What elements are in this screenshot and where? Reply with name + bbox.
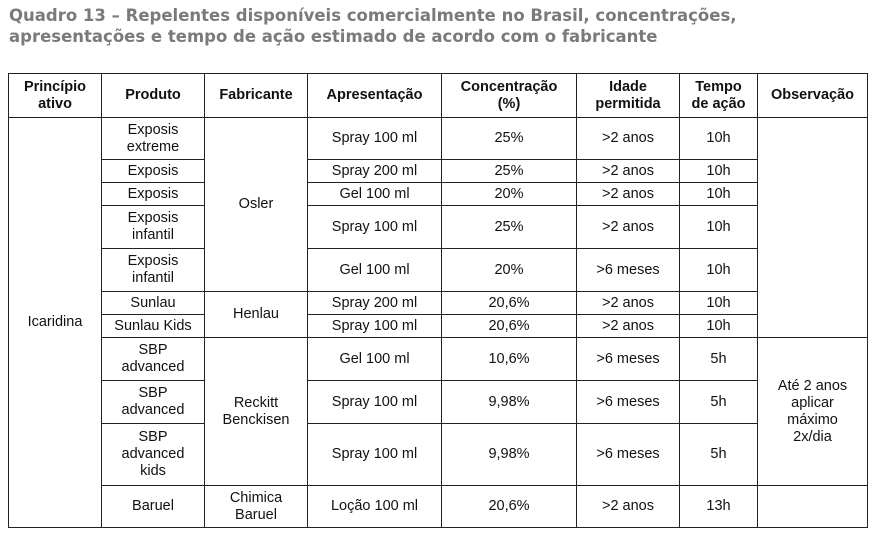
- apresentacao-cell: Spray 100 ml: [307, 423, 442, 486]
- header-idade: Idade permitida: [576, 73, 680, 118]
- concentracao-cell: 20,6%: [441, 485, 577, 528]
- repellents-table: Princípio ativo Produto Fabricante Aprese…: [8, 73, 868, 528]
- table-row: Exposis Gel 100 ml 20% >2 anos 10h: [9, 182, 868, 206]
- fabricante-cell: Osler: [204, 117, 308, 292]
- idade-cell: >6 meses: [576, 380, 680, 424]
- tempo-cell: 5h: [679, 423, 758, 486]
- header-apresentacao: Apresentação: [307, 73, 442, 118]
- header-produto: Produto: [101, 73, 205, 118]
- produto-cell: Exposis infantil: [101, 205, 205, 249]
- table-row: Icaridina Exposis extreme Osler Spray 100…: [8, 117, 868, 528]
- concentracao-cell: 9,98%: [441, 423, 577, 486]
- apresentacao-cell: Gel 100 ml: [307, 337, 442, 381]
- idade-cell: >2 anos: [576, 117, 680, 160]
- caption-line-1: Quadro 13 – Repelentes disponíveis comer…: [9, 6, 737, 25]
- table-row: Exposis Spray 200 ml 25% >2 anos 10h: [9, 159, 868, 183]
- idade-cell: >2 anos: [576, 159, 680, 183]
- produto-cell: Exposis: [101, 182, 205, 206]
- concentracao-cell: 20,6%: [441, 291, 577, 315]
- header-tempo: Tempo de ação: [679, 73, 758, 118]
- apresentacao-cell: Spray 100 ml: [307, 117, 442, 160]
- tempo-cell: 13h: [679, 485, 758, 528]
- idade-cell: >6 meses: [576, 248, 680, 292]
- table-row: Exposis infantil Gel 100 ml 20% >6 meses …: [9, 248, 868, 292]
- produto-cell: Exposis infantil: [101, 248, 205, 292]
- header-row: Princípio ativo Produto Fabricante Aprese…: [8, 73, 868, 118]
- produto-cell: Exposis extreme: [101, 117, 205, 160]
- concentracao-cell: 25%: [441, 205, 577, 249]
- table-row: SBP advanced Reckitt Benckisen Gel 100 ml …: [9, 337, 868, 486]
- table-row: SBP advanced Spray 100 ml 9,98% >6 meses …: [9, 380, 868, 424]
- table-row: SBP advanced kids Spray 100 ml 9,98% >6 me…: [9, 423, 868, 486]
- header-observacao: Observação: [757, 73, 868, 118]
- observacao-cell: Até 2 anos aplicar máximo 2x/dia: [757, 337, 868, 486]
- apresentacao-cell: Loção 100 ml: [307, 485, 442, 528]
- idade-cell: >2 anos: [576, 182, 680, 206]
- idade-cell: >2 anos: [576, 291, 680, 315]
- tempo-cell: 10h: [679, 182, 758, 206]
- observacao-cell: [757, 117, 868, 338]
- tempo-cell: 10h: [679, 205, 758, 249]
- table-row: Sunlau Kids Spray 100 ml 20,6% >2 anos 1…: [9, 314, 868, 338]
- produto-cell: SBP advanced: [101, 380, 205, 424]
- produto-cell: Sunlau Kids: [101, 314, 205, 338]
- concentracao-cell: 20%: [441, 248, 577, 292]
- table-row: Sunlau Henlau Spray 200 ml 20,6% >2 anos…: [9, 291, 868, 338]
- produto-cell: Sunlau: [101, 291, 205, 315]
- observacao-cell: [757, 485, 868, 528]
- idade-cell: >2 anos: [576, 205, 680, 249]
- produto-cell: SBP advanced: [101, 337, 205, 381]
- tempo-cell: 10h: [679, 159, 758, 183]
- tempo-cell: 10h: [679, 314, 758, 338]
- produto-cell: SBP advanced kids: [101, 423, 205, 486]
- apresentacao-cell: Spray 200 ml: [307, 159, 442, 183]
- produto-cell: Baruel: [101, 485, 205, 528]
- idade-cell: >6 meses: [576, 337, 680, 381]
- produto-cell: Exposis: [101, 159, 205, 183]
- fabricante-cell: Reckitt Benckisen: [204, 337, 308, 486]
- tempo-cell: 10h: [679, 291, 758, 315]
- apresentacao-cell: Spray 100 ml: [307, 380, 442, 424]
- table-row: Exposis infantil Spray 100 ml 25% >2 anos…: [9, 205, 868, 249]
- header-concentracao: Concentração (%): [441, 73, 577, 118]
- table-caption: Quadro 13 – Repelentes disponíveis comer…: [9, 5, 859, 47]
- concentracao-cell: 25%: [441, 117, 577, 160]
- concentracao-cell: 20%: [441, 182, 577, 206]
- concentracao-cell: 25%: [441, 159, 577, 183]
- tempo-cell: 10h: [679, 248, 758, 292]
- header-principio: Princípio ativo: [8, 73, 102, 118]
- tempo-cell: 5h: [679, 337, 758, 381]
- idade-cell: >2 anos: [576, 485, 680, 528]
- tempo-cell: 10h: [679, 117, 758, 160]
- principio-cell: Icaridina: [8, 117, 102, 528]
- concentracao-cell: 10,6%: [441, 337, 577, 381]
- table-row: Baruel Chimica Baruel Loção 100 ml 20,6% …: [9, 485, 868, 528]
- concentracao-cell: 20,6%: [441, 314, 577, 338]
- fabricante-cell: Henlau: [204, 291, 308, 338]
- idade-cell: >6 meses: [576, 423, 680, 486]
- apresentacao-cell: Spray 100 ml: [307, 314, 442, 338]
- apresentacao-cell: Gel 100 ml: [307, 248, 442, 292]
- apresentacao-cell: Gel 100 ml: [307, 182, 442, 206]
- caption-line-2: apresentações e tempo de ação estimado d…: [9, 27, 658, 46]
- concentracao-cell: 9,98%: [441, 380, 577, 424]
- apresentacao-cell: Spray 200 ml: [307, 291, 442, 315]
- fabricante-cell: Chimica Baruel: [204, 485, 308, 528]
- tempo-cell: 5h: [679, 380, 758, 424]
- apresentacao-cell: Spray 100 ml: [307, 205, 442, 249]
- idade-cell: >2 anos: [576, 314, 680, 338]
- header-fabricante: Fabricante: [204, 73, 308, 118]
